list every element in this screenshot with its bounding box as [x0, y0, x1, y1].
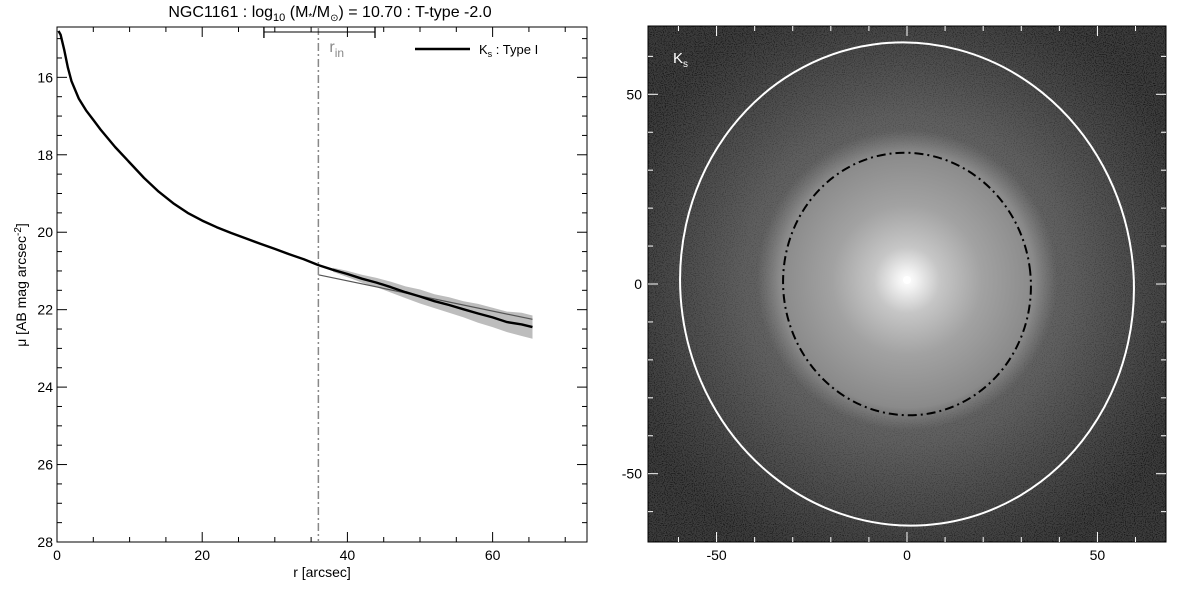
image-y-tick-label: 50 — [626, 86, 642, 102]
galaxy-nucleus — [903, 276, 911, 284]
legend-label: Ks : Type I — [479, 42, 538, 59]
image-y-tick-label: 0 — [634, 276, 642, 292]
x-tick-label: 20 — [194, 547, 210, 563]
y-tick-label: 18 — [37, 147, 53, 163]
x-tick-label: 0 — [53, 547, 61, 563]
y-tick-label: 24 — [37, 379, 53, 395]
profile-plot-frame — [56, 26, 588, 543]
image-x-tick-label: 0 — [903, 547, 911, 563]
y-tick-label: 22 — [37, 302, 53, 318]
profile-panel: 0 20 40 60 16 18 20 22 24 26 28 rin r [arcsec] μ [… — [13, 26, 588, 580]
r-in-label: rin — [329, 39, 344, 60]
x-tick-label: 40 — [340, 547, 356, 563]
r-in-ellipse — [782, 151, 1032, 417]
y-tick-label: 16 — [37, 69, 53, 85]
chart-title: NGC1161 : log10 (M*/M⊙) = 10.70 : T-type… — [168, 4, 491, 24]
image-y-tick-label: -50 — [622, 466, 642, 482]
image-x-tick-label: -50 — [706, 547, 726, 563]
image-panel: -50 0 50 -50 0 50 Ks — [622, 25, 1167, 563]
y-tick-label: 20 — [37, 224, 53, 240]
x-axis-label: r [arcsec] — [293, 564, 351, 580]
x-tick-label: 60 — [485, 547, 501, 563]
image-x-tick-label: 50 — [1090, 547, 1106, 563]
y-axis-label: μ [AB mag arcsec-2] — [13, 223, 29, 347]
outer-isophote-ellipse — [679, 41, 1135, 527]
image-band-label: Ks — [673, 50, 688, 70]
legend: Ks : Type I — [415, 42, 538, 59]
y-tick-label: 28 — [37, 534, 53, 550]
y-tick-label: 26 — [37, 457, 53, 473]
profile-line — [57, 30, 533, 329]
